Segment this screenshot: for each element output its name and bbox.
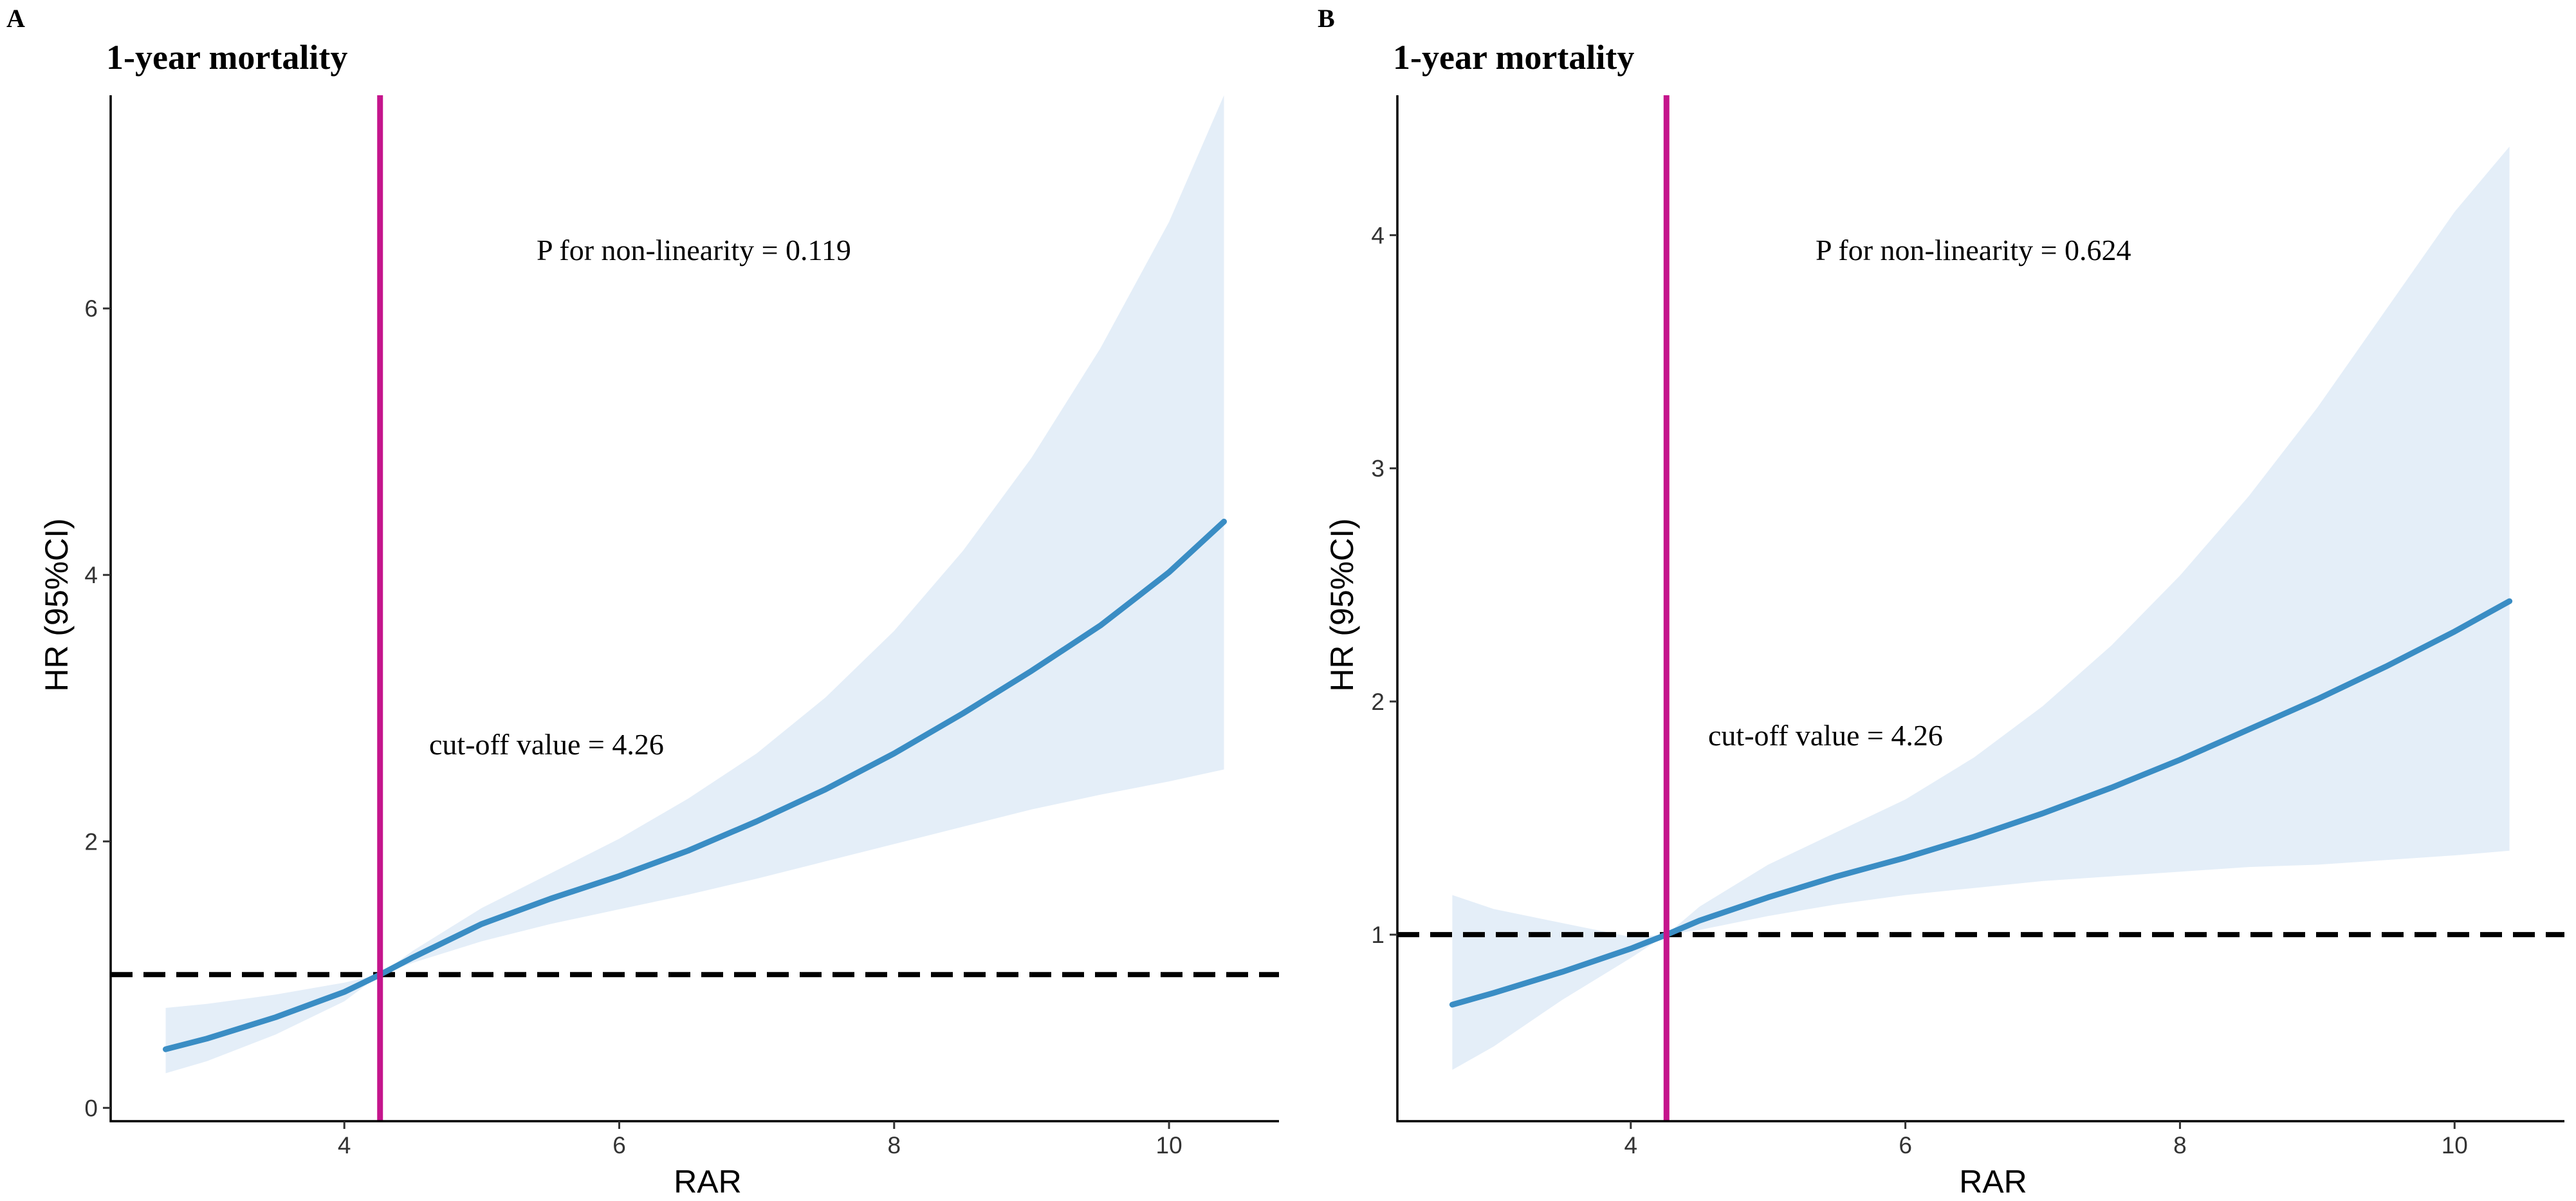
panel-b-ci-band: [1452, 146, 2510, 1070]
panel-a-x-tick-label: 4: [338, 1132, 351, 1159]
panel-b-y-axis-title: HR (95%CI): [1324, 518, 1360, 691]
panel-b-x-axis-title: RAR: [1959, 1164, 2027, 1200]
panel-a-x-axis-title: RAR: [674, 1164, 742, 1200]
panel-a: A 1-year mortality 4 6 8 10 0 2 4 6 P for non-l…: [6, 4, 1279, 1200]
panel-a-title: 1-year mortality: [106, 38, 347, 77]
panel-b-nonlinearity-label: P for non-linearity = 0.624: [1816, 234, 2131, 266]
panel-a-y-tick-label: 2: [84, 828, 98, 855]
panel-a-cutoff-label: cut-off value = 4.26: [429, 728, 664, 761]
panel-a-y-tick-label: 0: [84, 1095, 98, 1121]
panel-a-letter: A: [6, 4, 25, 33]
panel-a-y-tick-label: 6: [84, 295, 98, 322]
panel-b-x-tick-label: 10: [2442, 1132, 2468, 1159]
panel-a-nonlinearity-label: P for non-linearity = 0.119: [537, 234, 851, 266]
panel-b-y-tick-label: 2: [1371, 689, 1385, 715]
panel-a-plot-area: 4 6 8 10 0 2 4 6: [84, 95, 1279, 1159]
panel-b-letter: B: [1318, 4, 1335, 33]
panel-a-x-tick-label: 8: [887, 1132, 901, 1159]
panel-a-hr-line: [163, 518, 1227, 1052]
panel-a-ci-band: [165, 95, 1224, 1074]
panel-b-cutoff-label: cut-off value = 4.26: [1708, 719, 1943, 752]
panel-b-y-tick-label: 1: [1371, 922, 1385, 948]
panel-b-x-tick-label: 4: [1624, 1132, 1638, 1159]
panel-a-x-tick-label: 10: [1156, 1132, 1182, 1159]
panel-b-x-tick-label: 8: [2173, 1132, 2187, 1159]
panel-b-x-tick-label: 6: [1899, 1132, 1912, 1159]
panel-b-hr-line: [1449, 598, 2513, 1008]
panel-a-x-tick-label: 6: [612, 1132, 626, 1159]
panel-b-y-tick-label: 4: [1371, 222, 1385, 248]
panel-b-title: 1-year mortality: [1393, 38, 1634, 77]
panel-a-y-axis-title: HR (95%CI): [39, 518, 75, 691]
panel-b-y-tick-label: 3: [1371, 456, 1385, 482]
panel-a-y-tick-label: 4: [84, 562, 98, 588]
